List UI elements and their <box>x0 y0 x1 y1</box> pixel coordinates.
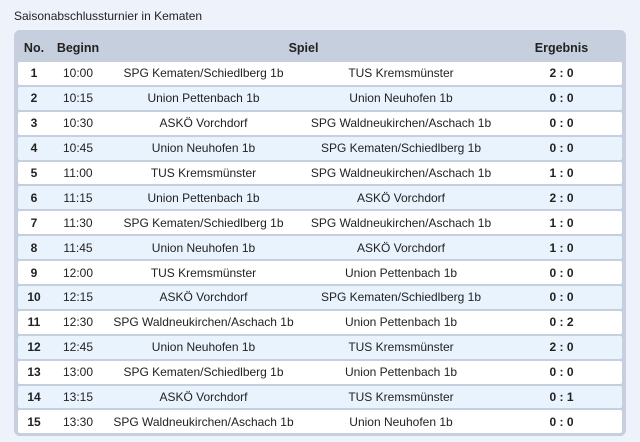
start-time-cell: 11:45 <box>50 236 106 260</box>
home-team-cell: Union Neuhofen 1b <box>106 136 301 160</box>
match-number-cell: 7 <box>18 211 50 235</box>
away-team-cell: TUS Kremsmünster <box>301 335 501 359</box>
start-time-cell: 10:45 <box>50 136 106 160</box>
match-number-cell: 6 <box>18 186 50 210</box>
home-team-cell: SPG Waldneukirchen/Aschach 1b <box>106 310 301 334</box>
away-team-cell: ASKÖ Vorchdorf <box>301 186 501 210</box>
table-body: 1 10:00 SPG Kematen/Schiedlberg 1b TUS Krem… <box>18 62 622 434</box>
match-number-cell: 8 <box>18 236 50 260</box>
match-number-cell: 12 <box>18 335 50 359</box>
start-time-cell: 12:00 <box>50 261 106 285</box>
table-row: 3 10:30 ASKÖ Vorchdorf SPG Waldneukirchen/A… <box>18 111 622 135</box>
home-team-cell: SPG Kematen/Schiedlberg 1b <box>106 62 301 85</box>
result-cell: 0 : 0 <box>501 410 622 434</box>
result-cell: 0 : 0 <box>501 286 622 309</box>
start-time-cell: 12:45 <box>50 335 106 359</box>
start-time-cell: 10:15 <box>50 86 106 110</box>
result-cell: 1 : 0 <box>501 211 622 235</box>
away-team-cell: Union Neuhofen 1b <box>301 86 501 110</box>
match-number-cell: 5 <box>18 161 50 185</box>
table-row: 15 13:30 SPG Waldneukirchen/Aschach 1b Unio… <box>18 410 622 434</box>
result-cell: 2 : 0 <box>501 62 622 85</box>
away-team-cell: SPG Kematen/Schiedlberg 1b <box>301 136 501 160</box>
match-number-cell: 13 <box>18 360 50 384</box>
home-team-cell: Union Pettenbach 1b <box>106 86 301 110</box>
away-team-cell: ASKÖ Vorchdorf <box>301 236 501 260</box>
away-team-cell: SPG Waldneukirchen/Aschach 1b <box>301 161 501 185</box>
start-time-cell: 11:00 <box>50 161 106 185</box>
result-cell: 1 : 0 <box>501 161 622 185</box>
start-time-cell: 12:15 <box>50 286 106 309</box>
away-team-cell: SPG Waldneukirchen/Aschach 1b <box>301 111 501 135</box>
table-row: 4 10:45 Union Neuhofen 1b SPG Kematen/Schie… <box>18 136 622 160</box>
start-time-cell: 12:30 <box>50 310 106 334</box>
table-row: 9 12:00 TUS Kremsmünster Union Pettenbach 1… <box>18 261 622 285</box>
table-row: 11 12:30 SPG Waldneukirchen/Aschach 1b Unio… <box>18 310 622 334</box>
result-cell: 0 : 0 <box>501 261 622 285</box>
result-cell: 0 : 1 <box>501 385 622 409</box>
start-time-cell: 13:30 <box>50 410 106 434</box>
away-team-cell: Union Neuhofen 1b <box>301 410 501 434</box>
away-team-cell: Union Pettenbach 1b <box>301 261 501 285</box>
match-number-cell: 15 <box>18 410 50 434</box>
table-row: 10 12:15 ASKÖ Vorchdorf SPG Kematen/Schiedl… <box>18 286 622 309</box>
start-time-cell: 10:30 <box>50 111 106 135</box>
match-number-cell: 10 <box>18 286 50 309</box>
match-number-cell: 1 <box>18 62 50 85</box>
result-cell: 2 : 0 <box>501 186 622 210</box>
table-row: 7 11:30 SPG Kematen/Schiedlberg 1b SPG Wald… <box>18 211 622 235</box>
table-row: 14 13:15 ASKÖ Vorchdorf TUS Kremsmünster 0 :… <box>18 385 622 409</box>
table-row: 8 11:45 Union Neuhofen 1b ASKÖ Vorchdorf 1 :… <box>18 236 622 260</box>
home-team-cell: SPG Waldneukirchen/Aschach 1b <box>106 410 301 434</box>
table-row: 12 12:45 Union Neuhofen 1b TUS Kremsmünster… <box>18 335 622 359</box>
header-spiel: Spiel <box>288 41 319 55</box>
result-cell: 0 : 2 <box>501 310 622 334</box>
home-team-cell: ASKÖ Vorchdorf <box>106 385 301 409</box>
home-team-cell: TUS Kremsmünster <box>106 261 301 285</box>
match-number-cell: 11 <box>18 310 50 334</box>
match-number-cell: 14 <box>18 385 50 409</box>
home-team-cell: Union Pettenbach 1b <box>106 186 301 210</box>
start-time-cell: 11:30 <box>50 211 106 235</box>
result-cell: 0 : 0 <box>501 86 622 110</box>
start-time-cell: 13:15 <box>50 385 106 409</box>
away-team-cell: Union Pettenbach 1b <box>301 310 501 334</box>
result-cell: 0 : 0 <box>501 111 622 135</box>
result-cell: 0 : 0 <box>501 136 622 160</box>
away-team-cell: TUS Kremsmünster <box>301 62 501 85</box>
start-time-cell: 10:00 <box>50 62 106 85</box>
table-row: 1 10:00 SPG Kematen/Schiedlberg 1b TUS Krem… <box>18 62 622 85</box>
away-team-cell: Union Pettenbach 1b <box>301 360 501 384</box>
match-number-cell: 2 <box>18 86 50 110</box>
home-team-cell: TUS Kremsmünster <box>106 161 301 185</box>
home-team-cell: SPG Kematen/Schiedlberg 1b <box>106 211 301 235</box>
match-number-cell: 3 <box>18 111 50 135</box>
schedule-table: No. Beginn Spiel Ergebnis 1 10:00 SPG Kema… <box>18 34 622 435</box>
match-number-cell: 9 <box>18 261 50 285</box>
start-time-cell: 13:00 <box>50 360 106 384</box>
result-cell: 2 : 0 <box>501 335 622 359</box>
header-no: No. <box>23 41 45 55</box>
result-cell: 0 : 0 <box>501 360 622 384</box>
away-team-cell: SPG Waldneukirchen/Aschach 1b <box>301 211 501 235</box>
page-title: Saisonabschlussturnier in Kematen <box>14 9 203 23</box>
table-row: 2 10:15 Union Pettenbach 1b Union Neuhofen … <box>18 86 622 110</box>
match-number-cell: 4 <box>18 136 50 160</box>
table-row: 5 11:00 TUS Kremsmünster SPG Waldneukirchen… <box>18 161 622 185</box>
home-team-cell: Union Neuhofen 1b <box>106 236 301 260</box>
table-header: No. Beginn Spiel Ergebnis <box>18 36 622 60</box>
away-team-cell: SPG Kematen/Schiedlberg 1b <box>301 286 501 309</box>
away-team-cell: TUS Kremsmünster <box>301 385 501 409</box>
start-time-cell: 11:15 <box>50 186 106 210</box>
result-cell: 1 : 0 <box>501 236 622 260</box>
home-team-cell: Union Neuhofen 1b <box>106 335 301 359</box>
home-team-cell: SPG Kematen/Schiedlberg 1b <box>106 360 301 384</box>
home-team-cell: ASKÖ Vorchdorf <box>106 111 301 135</box>
schedule-table-container: No. Beginn Spiel Ergebnis 1 10:00 SPG Kema… <box>14 30 626 436</box>
header-ergebnis: Ergebnis <box>534 41 589 55</box>
table-row: 13 13:00 SPG Kematen/Schiedlberg 1b Union P… <box>18 360 622 384</box>
home-team-cell: ASKÖ Vorchdorf <box>106 286 301 309</box>
table-row: 6 11:15 Union Pettenbach 1b ASKÖ Vorchdorf 2… <box>18 186 622 210</box>
header-beginn: Beginn <box>56 41 100 55</box>
